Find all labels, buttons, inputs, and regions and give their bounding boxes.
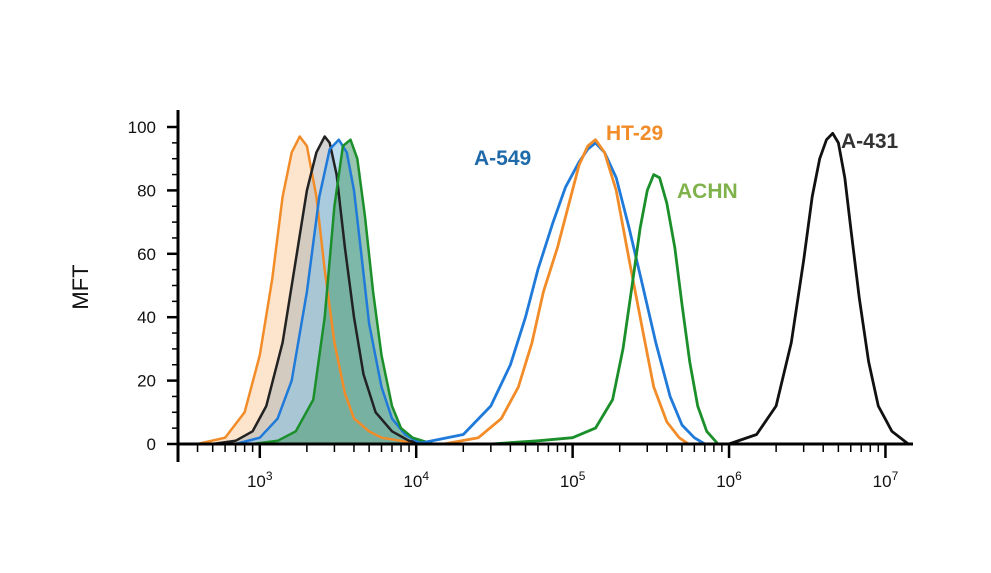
y-tick-label: 40: [137, 308, 156, 327]
control-line-3: [252, 138, 435, 446]
y-tick-label: 80: [137, 181, 156, 200]
x-tick-label: 104: [403, 469, 429, 491]
x-tick-label: 105: [560, 469, 586, 491]
y-tick-label: 0: [147, 435, 156, 454]
x-tick-label: 103: [247, 469, 273, 491]
series-line-a-431: [728, 131, 910, 446]
axes: 0 20 40 60 80 100 103 104 105 106 107: [128, 110, 913, 491]
series-label-a-549: A-549: [474, 147, 531, 170]
control-line-2: [235, 138, 429, 446]
y-tick-label: 20: [137, 372, 156, 391]
control-fill-3: [252, 139, 434, 444]
control-fills: [197, 136, 434, 444]
y-tick-label: 60: [137, 245, 156, 264]
series-label-ht-29: HT-29: [606, 122, 663, 145]
control-line-1: [212, 135, 429, 446]
histogram-lines: [197, 131, 910, 446]
x-tick-label: 107: [873, 469, 899, 491]
series-line-a-549: [415, 141, 706, 446]
series-line-achn: [490, 173, 720, 446]
series-line-ht-29: [443, 138, 690, 446]
y-axis-label: MFT: [68, 264, 93, 309]
y-tick-label: 100: [128, 118, 156, 137]
series-label-achn: ACHN: [677, 180, 738, 203]
x-tick-label: 106: [716, 469, 742, 491]
series-label-a-431: A-431: [841, 130, 899, 153]
series-labels: A-549 HT-29 ACHN A-431: [474, 122, 899, 203]
